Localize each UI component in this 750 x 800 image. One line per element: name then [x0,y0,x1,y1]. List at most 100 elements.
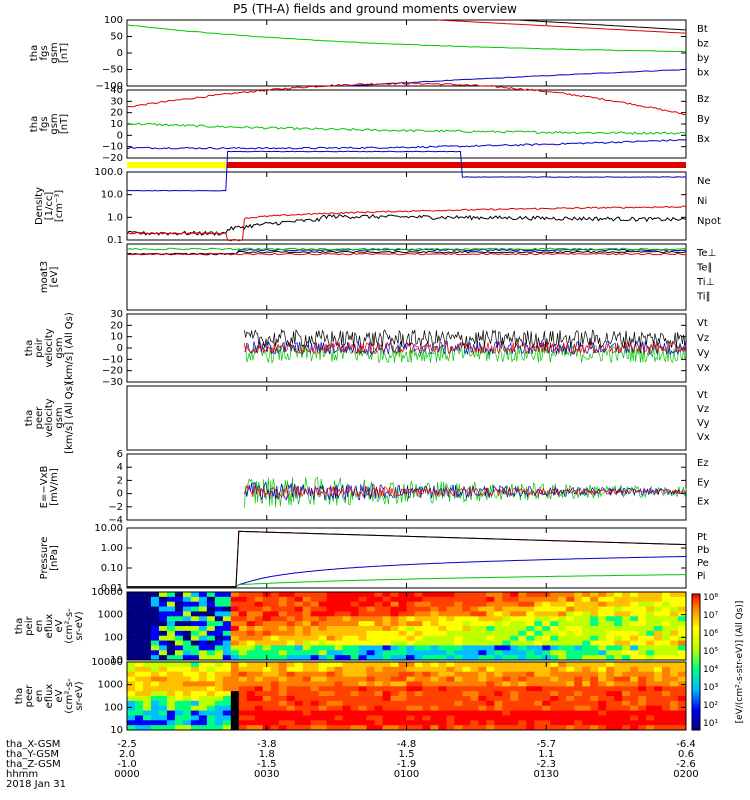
heatmap-cell [342,606,352,612]
heatmap-cell [182,705,192,712]
heatmap-cell [606,645,615,651]
heatmap-cell [310,626,320,632]
heatmap-cell [590,616,599,622]
heatmap-cell [278,640,288,646]
y-axis-label-line: gsm [54,337,65,358]
heatmap-cell [222,666,232,673]
heatmap-cell [150,705,160,712]
heatmap-cell [630,710,639,716]
heatmap-cell [654,650,663,656]
heatmap-cell [678,671,687,678]
heatmap-cell [190,691,200,697]
heatmap-cell [598,645,607,651]
heatmap-cell [462,655,471,661]
heatmap-cell [574,616,583,622]
heatmap-cell [518,606,527,612]
heatmap-cell [670,710,679,716]
heatmap-cell [390,710,400,716]
ephemeris-value: 0000 [114,769,139,780]
heatmap-cell [502,696,511,702]
heatmap-cell [182,686,192,692]
heatmap-cell [302,621,312,627]
heatmap-cell [286,630,296,637]
heatmap-cell [334,611,344,617]
heatmap-cell [662,616,671,622]
heatmap-cell [254,720,264,726]
heatmap-cell [390,601,400,608]
heatmap-cell [662,691,671,697]
heatmap-cell [638,725,647,731]
heatmap-cell [622,601,631,608]
heatmap-cell [590,700,599,707]
heatmap-cell [398,655,407,661]
heatmap-cell [614,715,623,721]
heatmap-cell [638,715,647,721]
heatmap-cell [198,725,208,731]
heatmap-cell [374,630,384,637]
heatmap-cell [446,596,455,603]
heatmap-cell [286,650,296,656]
heatmap-cell [286,621,296,627]
y-axis-label-line: Pressure [39,537,50,580]
heatmap-cell [318,666,328,673]
heatmap-cell [206,681,216,687]
heatmap-cell [430,655,439,661]
heatmap-cell [558,681,567,687]
heatmap-cell [630,601,639,608]
heatmap-cell [502,596,511,603]
heatmap-cell [566,681,575,687]
heatmap-cell [174,700,184,707]
heatmap-cell [326,700,336,707]
heatmap-cell [430,592,439,598]
heatmap-cell [222,676,232,682]
heatmap-cell [326,635,336,642]
heatmap-cell [534,606,543,612]
heatmap-cell [278,666,288,673]
heatmap-cell [470,700,479,707]
heatmap-cell [222,696,232,702]
heatmap-cell [366,626,376,632]
heatmap-cell [134,616,144,622]
heatmap-cell [262,681,272,687]
heatmap-cell [622,592,631,598]
heatmap-cell [446,691,455,697]
heatmap-cell [270,626,280,632]
heatmap-cell [262,705,272,712]
heatmap-cell [254,645,264,651]
heatmap-cell [446,662,455,668]
heatmap-cell [390,596,400,603]
heatmap-cell [478,691,487,697]
heatmap-cell [558,630,567,637]
heatmap-cell [350,621,360,627]
heatmap-cell [198,671,208,678]
heatmap-cell [534,592,543,598]
heatmap-cell [390,725,400,731]
heatmap-cell [470,626,479,632]
heatmap-cell [590,630,599,637]
heatmap-cell [262,715,272,721]
legend-entry-Ti∥: Ti∥ [696,292,711,303]
heatmap-cell [150,700,160,707]
y-tick-label: 0.1 [107,235,123,246]
heatmap-cell [134,611,144,617]
heatmap-cell [214,616,224,622]
heatmap-cell [294,635,304,642]
heatmap-cell [230,626,240,632]
legend-entry-Bz: Bz [697,94,709,105]
series-Bz [126,82,687,116]
heatmap-cell [350,666,360,673]
heatmap-cell [238,676,248,682]
legend-entry-Te⊥: Te⊥ [696,248,716,259]
heatmap-cell [518,596,527,603]
heatmap-cell [582,596,591,603]
heatmap-cell [398,611,407,617]
heatmap-cell [302,720,312,726]
heatmap-cell [518,725,527,731]
y-axis-label-line: [nPa] [49,545,60,571]
heatmap-cell [358,621,368,627]
heatmap-cell [606,696,615,702]
heatmap-cell [486,725,495,731]
heatmap-cell [134,626,144,632]
heatmap-cell [430,700,439,707]
colorbar-tick-label: 10⁴ [703,665,718,675]
